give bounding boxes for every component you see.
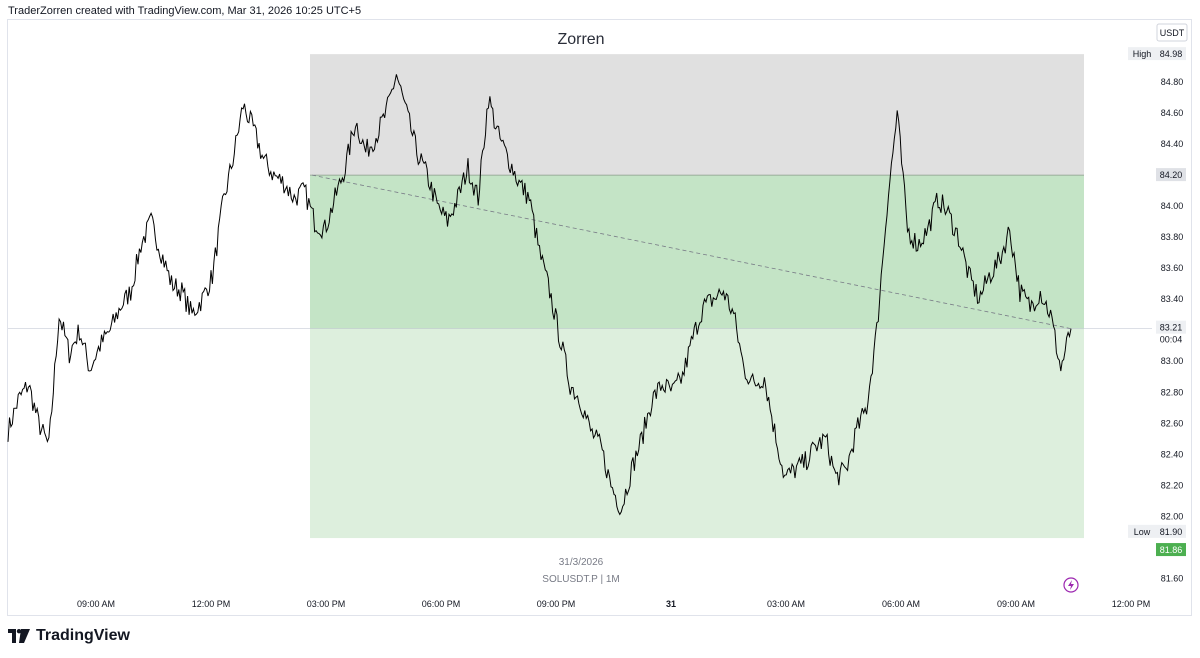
x-tick-label: 12:00 PM (192, 599, 231, 609)
x-tick-label: 06:00 AM (882, 599, 920, 609)
watermark-date: 31/3/2026 (559, 557, 604, 568)
y-tick-label: 83.00 (1161, 356, 1184, 366)
tradingview-logo-icon (8, 629, 30, 643)
currency-box (1156, 23, 1188, 42)
y-tick-label: 84.60 (1161, 108, 1184, 118)
chart-frame (7, 19, 1192, 616)
watermark-symbol: SOLUSDT.P | 1M (542, 574, 619, 585)
level-value-bg (1156, 168, 1186, 182)
y-tick-label: 84.80 (1161, 77, 1184, 87)
bottom-value: 81.86 (1160, 545, 1183, 555)
x-tick-label: 06:00 PM (422, 599, 461, 609)
y-tick-label: 82.00 (1161, 511, 1184, 521)
footer: TradingView (8, 627, 130, 645)
x-tick-label: 09:00 AM (77, 599, 115, 609)
low-value: 81.90 (1160, 527, 1183, 537)
lightning-bolt-shape (1068, 580, 1074, 590)
y-tick-label: 83.40 (1161, 294, 1184, 304)
x-tick-label: 03:00 AM (767, 599, 805, 609)
low-label: Low (1134, 527, 1151, 537)
y-tick-label: 84.00 (1161, 201, 1184, 211)
x-tick-label: 12:00 PM (1112, 599, 1151, 609)
last-value-bg (1156, 320, 1186, 334)
x-tick-label: 31 (666, 599, 676, 609)
tradingview-brand[interactable]: TradingView (36, 627, 130, 644)
chart-credit: TraderZorren created with TradingView.co… (8, 5, 362, 17)
countdown-label: 00:04 (1160, 335, 1183, 345)
x-tick-label: 09:00 AM (997, 599, 1035, 609)
chart-title: Zorren (557, 31, 604, 48)
y-tick-label: 82.40 (1161, 449, 1184, 459)
high-value-bg (1156, 47, 1186, 61)
y-tick-label: 84.40 (1161, 139, 1184, 149)
bottom-value-bg (1156, 543, 1186, 557)
low-value-bg (1156, 524, 1186, 538)
trend-line (311, 174, 1072, 330)
zone-upper (310, 54, 1084, 176)
high-value: 84.98 (1160, 49, 1183, 59)
y-tick-label: 83.60 (1161, 263, 1184, 273)
lightning-icon (1063, 577, 1079, 593)
zone-middle (310, 175, 1084, 329)
y-tick-label: 82.80 (1161, 387, 1184, 397)
x-tick-label: 03:00 PM (307, 599, 346, 609)
y-tick-label: 81.60 (1161, 573, 1184, 583)
low-label-bg (1128, 524, 1156, 538)
y-tick-label: 83.80 (1161, 232, 1184, 242)
high-label-bg (1128, 47, 1156, 61)
zone-lower (310, 328, 1084, 539)
high-label: High (1133, 49, 1152, 59)
last-value: 83.21 (1160, 323, 1183, 333)
price-series-line (7, 74, 1072, 516)
y-tick-label: 82.60 (1161, 418, 1184, 428)
currency-label: USDT (1160, 28, 1185, 38)
level-value: 84.20 (1160, 170, 1183, 180)
x-tick-label: 09:00 PM (537, 599, 576, 609)
y-tick-label: 82.20 (1161, 480, 1184, 490)
